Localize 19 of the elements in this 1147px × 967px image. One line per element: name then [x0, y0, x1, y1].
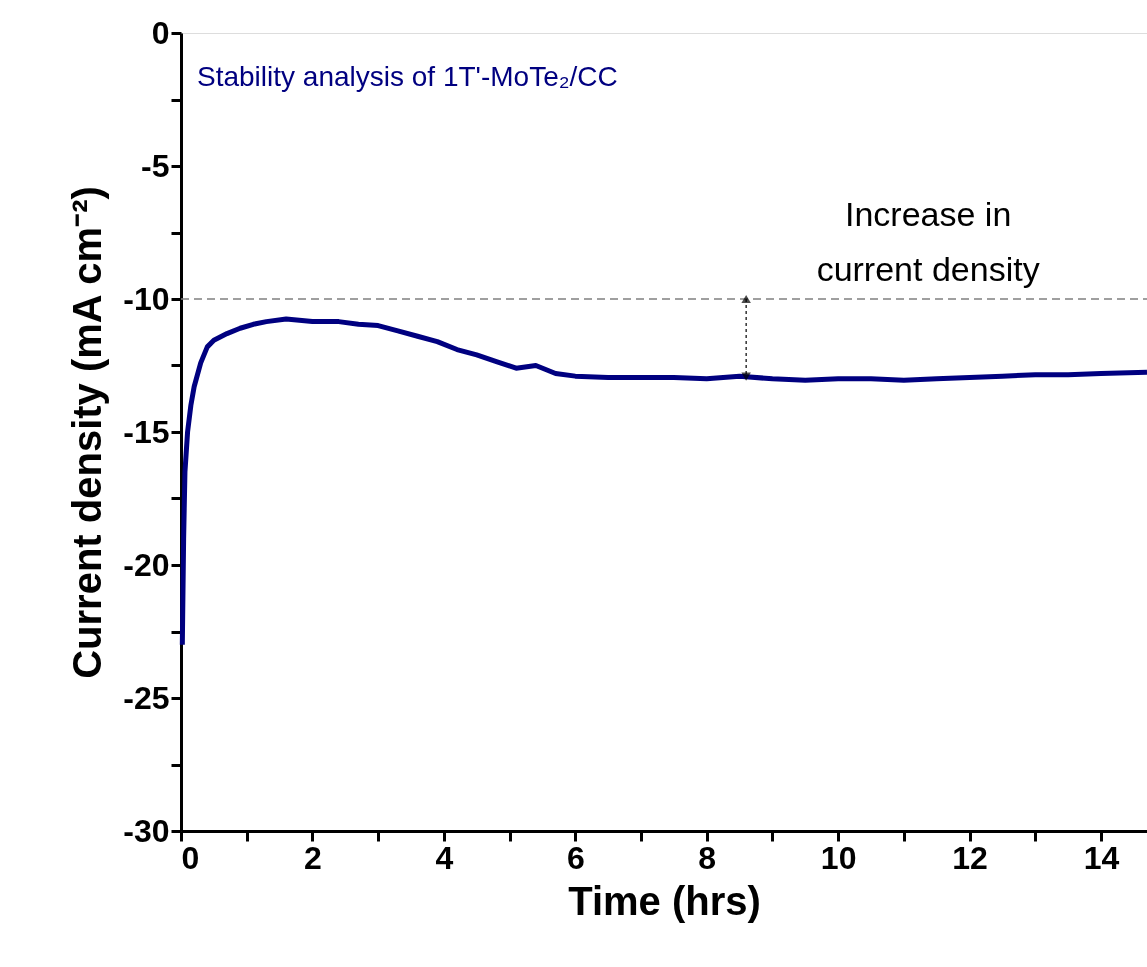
- x-tick-label: 8: [698, 839, 717, 876]
- y-tick-label: 0: [151, 14, 170, 51]
- x-tick-label: 4: [435, 839, 454, 876]
- x-tick-label: 0: [181, 839, 200, 876]
- annotation: Increase in current density: [816, 195, 1040, 288]
- y-axis-title: Current density (mA cm⁻²): [65, 186, 110, 679]
- x-tick-label: 10: [820, 839, 857, 876]
- y-tick-label: -10: [123, 280, 170, 317]
- x-tick-label: 6: [566, 839, 585, 876]
- y-tick-label: -5: [141, 147, 170, 184]
- x-tick-label: 12: [952, 839, 988, 876]
- text: Stability analysis of 1T'-MoTe₂/CC: [197, 61, 618, 92]
- x-tick-label: 2: [304, 839, 322, 876]
- y-tick-label: -30: [123, 812, 170, 849]
- y-tick-label: -20: [123, 546, 170, 583]
- y-tick-label: -15: [123, 413, 170, 450]
- y-tick-label: -25: [123, 679, 170, 716]
- x-axis-title: Time (hrs): [568, 878, 761, 923]
- x-tick-label: 14: [1083, 839, 1120, 876]
